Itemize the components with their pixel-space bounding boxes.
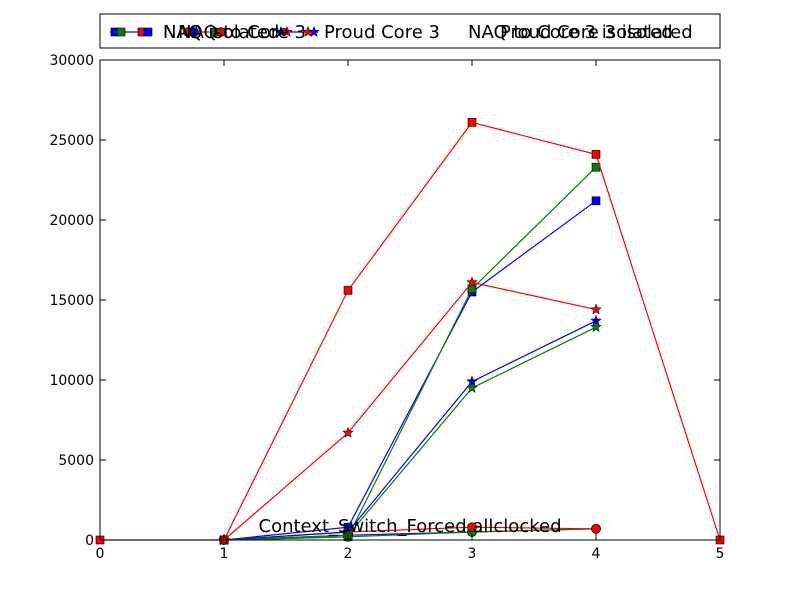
legend-marker bbox=[281, 25, 293, 38]
legend-marker bbox=[189, 27, 199, 37]
legend-label: NAQ isolated bbox=[163, 22, 279, 43]
data-point bbox=[466, 276, 478, 288]
data-point bbox=[342, 426, 354, 438]
y-tick-label: 30000 bbox=[49, 53, 94, 69]
data-point bbox=[591, 150, 601, 159]
legend: NAQ NAQ isolated NAQ to Core 3 Proud Cor… bbox=[99, 13, 721, 49]
legend-label: Proud Core 3 bbox=[324, 22, 440, 43]
data-point bbox=[590, 303, 602, 315]
legend-label: Proud Core 3 isolated bbox=[500, 22, 693, 43]
legend-marker bbox=[216, 27, 226, 37]
legend-label: NAQ to Core 3 isolated bbox=[468, 22, 673, 43]
legend-marker-group bbox=[110, 27, 153, 37]
legend-marker-group bbox=[275, 25, 320, 38]
x-tick-label: 4 bbox=[592, 546, 601, 562]
x-tick-label: 0 bbox=[96, 546, 105, 562]
data-point bbox=[467, 522, 477, 533]
x-tick-label: 1 bbox=[220, 546, 229, 562]
series-line bbox=[223, 166, 597, 541]
y-tick-label: 10000 bbox=[49, 373, 94, 389]
axis-ticks: 0 1 2 3 4 5 0 5000 10000 15000 20000 25000 30000 bbox=[49, 53, 724, 562]
y-tick-label: 0 bbox=[85, 533, 94, 549]
series-line bbox=[223, 200, 597, 541]
series-0 bbox=[219, 196, 601, 545]
series-7 bbox=[218, 320, 602, 546]
x-tick-label: 3 bbox=[468, 546, 477, 562]
legend-marker bbox=[308, 25, 320, 38]
legend-label: NAQ to Core 3 bbox=[178, 22, 306, 43]
series-line bbox=[100, 121, 721, 541]
series-line bbox=[223, 326, 597, 541]
y-tick-label: 5000 bbox=[58, 453, 94, 469]
y-tick-label: 25000 bbox=[49, 133, 94, 149]
legend-label: NAQ bbox=[163, 22, 203, 43]
x-tick-label: 5 bbox=[716, 546, 725, 562]
series-layer bbox=[95, 118, 725, 546]
y-tick-label: 20000 bbox=[49, 213, 94, 229]
plot-frame bbox=[99, 59, 721, 541]
y-tick-label: 15000 bbox=[49, 293, 94, 309]
legend-markers bbox=[110, 25, 320, 38]
series-8 bbox=[218, 276, 602, 546]
legend-frame bbox=[99, 13, 721, 49]
data-point bbox=[466, 381, 478, 394]
data-point bbox=[467, 118, 477, 127]
data-point bbox=[343, 286, 353, 295]
series-2 bbox=[95, 118, 725, 545]
legend-marker-group bbox=[183, 27, 226, 37]
data-point bbox=[591, 523, 601, 534]
series-line bbox=[223, 320, 597, 541]
series-line bbox=[223, 281, 597, 541]
data-point bbox=[590, 320, 602, 333]
legend-marker bbox=[143, 27, 153, 37]
legend-marker bbox=[116, 27, 126, 37]
x-tick-label: 2 bbox=[344, 546, 353, 562]
series-6 bbox=[218, 314, 602, 546]
data-point bbox=[591, 196, 601, 206]
chart-title: Context_Switch_Forced allclocked bbox=[259, 516, 562, 537]
series-line bbox=[223, 528, 597, 541]
